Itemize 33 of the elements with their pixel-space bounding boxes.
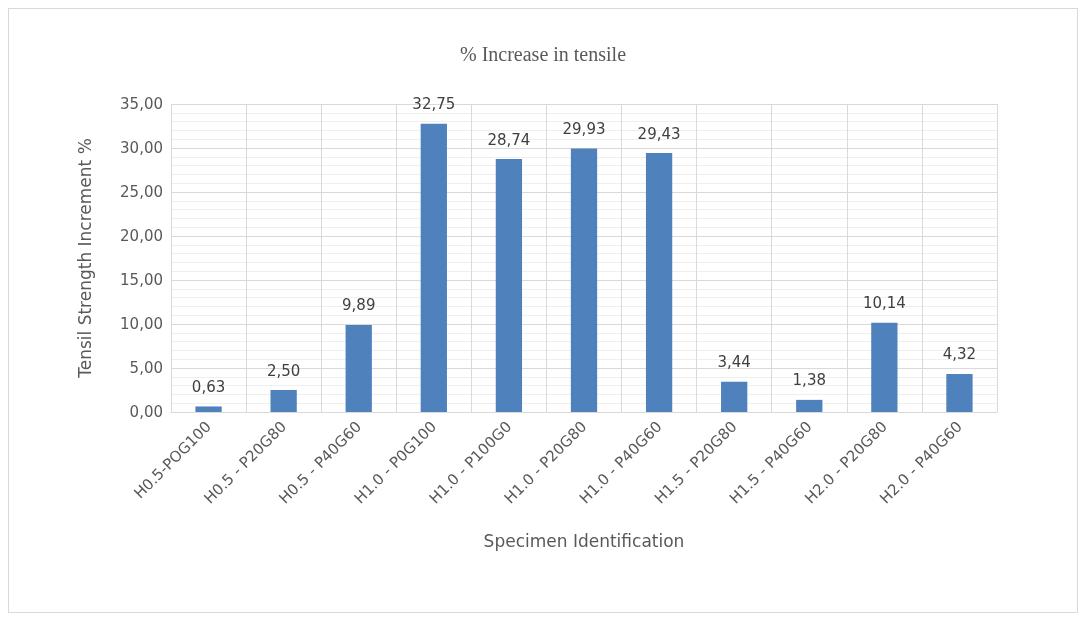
- bar: [195, 406, 222, 412]
- bar: [645, 153, 673, 412]
- y-axis-title: Tensil Strength Increment %: [74, 138, 95, 379]
- y-tick-label: 0,00: [129, 403, 163, 421]
- data-label: 10,14: [862, 294, 906, 313]
- data-label: 29,43: [637, 124, 681, 143]
- bar: [946, 373, 973, 412]
- bar: [796, 399, 823, 412]
- y-tick-label: 20,00: [120, 227, 163, 245]
- bar: [495, 159, 523, 412]
- data-label: 28,74: [487, 130, 531, 149]
- data-label: 3,44: [717, 353, 751, 372]
- y-tick-label: 30,00: [120, 139, 163, 157]
- y-tick-label: 10,00: [120, 315, 163, 333]
- bar: [345, 324, 372, 412]
- bar: [721, 381, 748, 412]
- bar: [871, 322, 898, 412]
- x-axis-title: Specimen Identification: [483, 530, 685, 551]
- data-label: 9,89: [342, 296, 376, 315]
- data-label: 29,93: [562, 120, 606, 139]
- y-tick-label: 35,00: [120, 95, 163, 113]
- data-label: 0,63: [191, 377, 226, 396]
- bar: [270, 390, 297, 412]
- bar: [570, 148, 598, 412]
- data-label: 1,38: [792, 371, 826, 390]
- data-label: 32,75: [412, 95, 456, 114]
- chart-title: % Increase in tensile: [459, 43, 627, 65]
- data-label: 4,32: [942, 345, 977, 364]
- y-tick-label: 25,00: [120, 183, 163, 201]
- y-tick-label: 15,00: [120, 271, 163, 289]
- data-label: 2,50: [266, 361, 301, 380]
- bar: [420, 123, 447, 412]
- y-tick-label: 5,00: [129, 359, 163, 377]
